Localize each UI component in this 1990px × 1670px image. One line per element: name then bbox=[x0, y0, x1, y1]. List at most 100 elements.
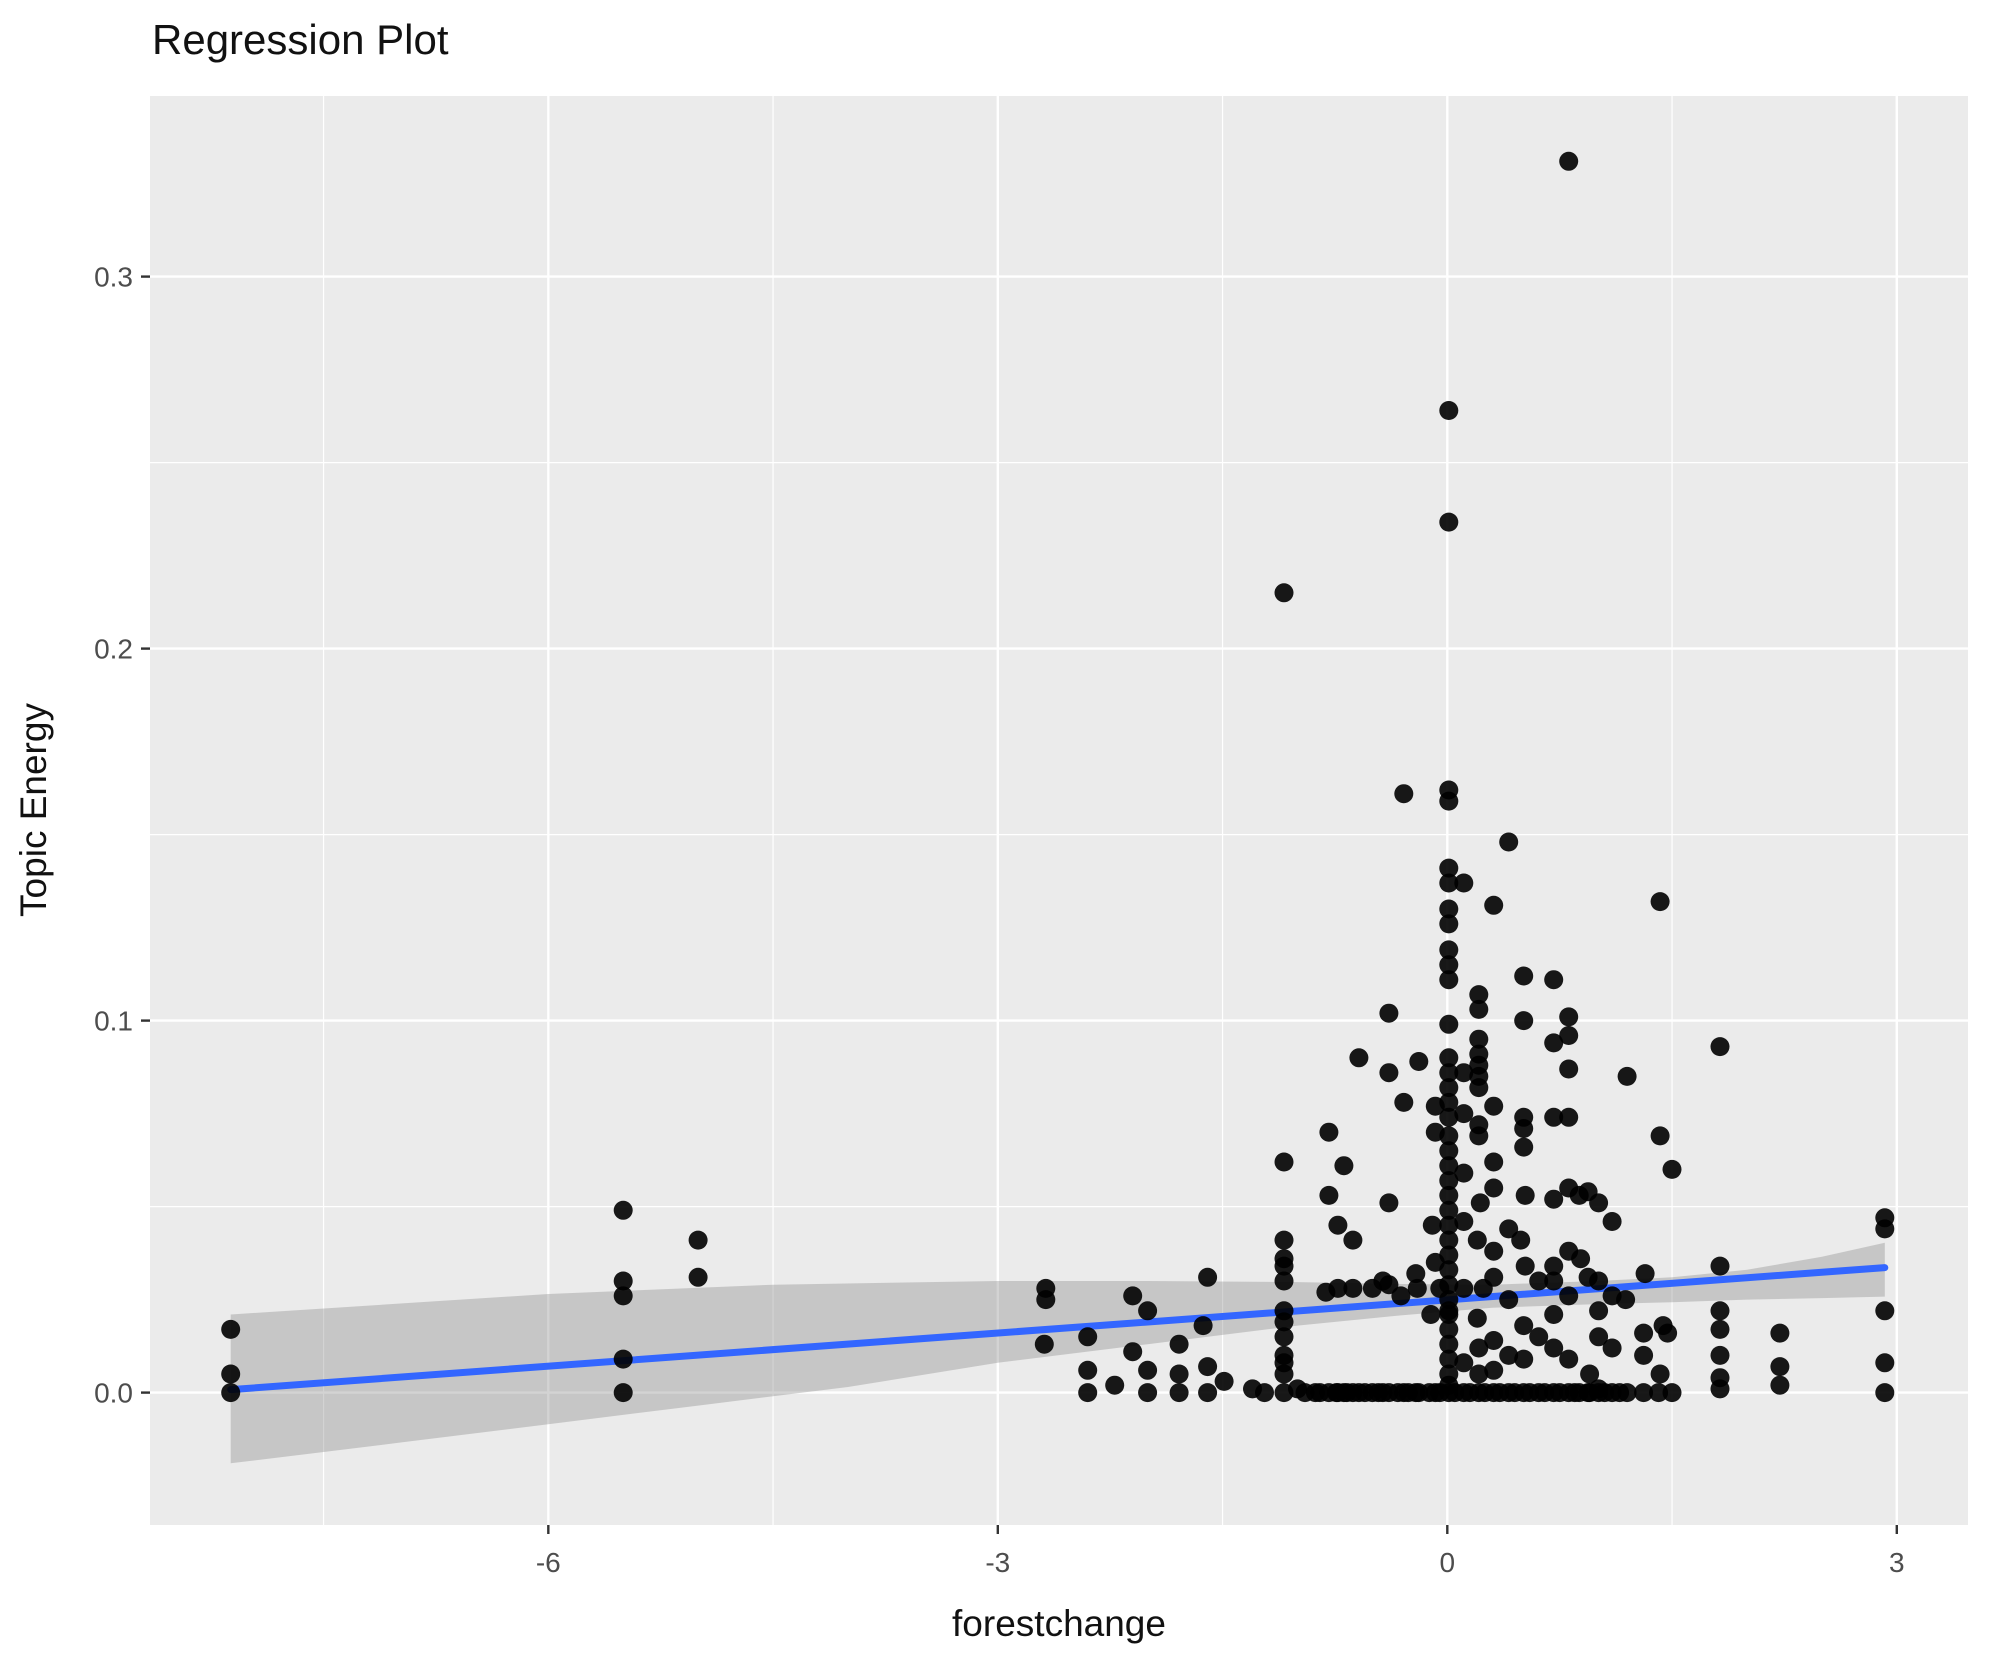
x-tick-label: 3 bbox=[1889, 1547, 1905, 1578]
scatter-point bbox=[1469, 1126, 1489, 1146]
scatter-point bbox=[1362, 1278, 1382, 1298]
scatter-point bbox=[1169, 1334, 1189, 1354]
scatter-point bbox=[613, 1383, 633, 1403]
y-tick-label: 0.1 bbox=[94, 1006, 133, 1037]
scatter-point bbox=[221, 1319, 241, 1339]
scatter-point bbox=[1274, 1312, 1294, 1332]
scatter-point bbox=[1875, 1383, 1895, 1403]
scatter-point bbox=[1454, 1278, 1474, 1298]
x-tick-label: -3 bbox=[985, 1547, 1010, 1578]
scatter-point bbox=[1255, 1383, 1274, 1403]
x-tick-label: -6 bbox=[536, 1547, 561, 1578]
scatter-point bbox=[1274, 1383, 1294, 1403]
scatter-point bbox=[1394, 784, 1414, 804]
scatter-point bbox=[1484, 1360, 1504, 1380]
scatter-point bbox=[1439, 1334, 1459, 1354]
scatter-point bbox=[688, 1267, 708, 1287]
scatter-point bbox=[1439, 1185, 1459, 1205]
scatter-point bbox=[613, 1286, 633, 1306]
scatter-point bbox=[1409, 1052, 1429, 1071]
scatter-point bbox=[1274, 1271, 1294, 1291]
x-tick-label: 0 bbox=[1440, 1547, 1456, 1578]
scatter-point bbox=[1078, 1360, 1098, 1380]
scatter-point bbox=[1710, 1319, 1730, 1339]
scatter-point bbox=[1454, 1104, 1474, 1124]
scatter-point bbox=[1514, 1011, 1534, 1031]
scatter-point bbox=[1078, 1383, 1098, 1403]
scatter-point bbox=[1078, 1327, 1098, 1347]
scatter-point bbox=[1514, 966, 1534, 986]
scatter-point bbox=[1439, 1200, 1459, 1220]
scatter-point bbox=[1649, 1383, 1669, 1403]
scatter-point bbox=[1469, 1078, 1489, 1098]
scatter-point bbox=[1105, 1375, 1125, 1395]
scatter-point bbox=[1770, 1357, 1790, 1377]
scatter-point bbox=[1439, 1048, 1459, 1068]
scatter-point bbox=[1349, 1048, 1369, 1068]
scatter-point bbox=[221, 1364, 241, 1384]
scatter-point bbox=[1169, 1364, 1189, 1384]
x-axis-title: forestchange bbox=[952, 1603, 1166, 1644]
scatter-point bbox=[1379, 1193, 1399, 1213]
scatter-point bbox=[1379, 1063, 1399, 1083]
scatter-point bbox=[1634, 1383, 1654, 1403]
scatter-point bbox=[1544, 970, 1564, 990]
scatter-point bbox=[1439, 1319, 1459, 1339]
scatter-point bbox=[1710, 1301, 1730, 1321]
scatter-point bbox=[1138, 1383, 1158, 1403]
scatter-point bbox=[1319, 1122, 1339, 1142]
scatter-point bbox=[1454, 873, 1474, 893]
scatter-point bbox=[1559, 1026, 1579, 1045]
scatter-point bbox=[1469, 999, 1489, 1019]
scatter-point bbox=[1484, 895, 1504, 915]
scatter-point bbox=[1316, 1282, 1336, 1302]
scatter-point bbox=[1138, 1301, 1158, 1321]
scatter-point bbox=[1875, 1353, 1895, 1373]
scatter-point bbox=[613, 1200, 633, 1220]
scatter-point bbox=[1634, 1345, 1654, 1365]
y-tick-label: 0.3 bbox=[94, 262, 133, 293]
scatter-point bbox=[1710, 1379, 1730, 1399]
scatter-point bbox=[1391, 1286, 1411, 1306]
scatter-point bbox=[1770, 1323, 1790, 1343]
scatter-point bbox=[1515, 1256, 1535, 1276]
scatter-point bbox=[1439, 1349, 1459, 1369]
scatter-point bbox=[1559, 151, 1579, 171]
scatter-point bbox=[1484, 1096, 1504, 1116]
scatter-point bbox=[1544, 1338, 1564, 1358]
scatter-point bbox=[1617, 1066, 1637, 1086]
scatter-point bbox=[1274, 1364, 1294, 1384]
scatter-point bbox=[1274, 583, 1294, 603]
scatter-point bbox=[1328, 1215, 1348, 1235]
y-tick-label: 0.2 bbox=[94, 634, 133, 665]
scatter-point bbox=[1515, 1185, 1535, 1205]
scatter-point bbox=[1454, 1063, 1474, 1083]
scatter-point bbox=[1425, 1096, 1445, 1116]
scatter-point bbox=[613, 1271, 633, 1291]
scatter-point bbox=[1514, 1349, 1534, 1369]
scatter-point bbox=[1650, 1364, 1670, 1384]
scatter-point bbox=[1710, 1256, 1730, 1276]
scatter-point bbox=[1499, 1290, 1519, 1310]
scatter-point bbox=[1439, 1156, 1459, 1176]
scatter-point bbox=[1439, 899, 1459, 919]
scatter-point bbox=[1274, 1152, 1294, 1172]
scatter-point bbox=[613, 1349, 633, 1369]
scatter-point bbox=[1710, 1345, 1730, 1365]
scatter-point bbox=[1469, 985, 1489, 1005]
scatter-point bbox=[1544, 1033, 1564, 1053]
scatter-point bbox=[1499, 1345, 1519, 1365]
scatter-point bbox=[1379, 1003, 1399, 1023]
scatter-point bbox=[1439, 955, 1459, 975]
scatter-point bbox=[1616, 1290, 1636, 1310]
scatter-point bbox=[1469, 1029, 1489, 1049]
scatter-point bbox=[1319, 1185, 1339, 1205]
scatter-point bbox=[1602, 1212, 1622, 1231]
scatter-point bbox=[1514, 1137, 1534, 1157]
scatter-point bbox=[1439, 1230, 1459, 1250]
scatter-point bbox=[1198, 1383, 1218, 1403]
scatter-point bbox=[1439, 1063, 1459, 1083]
scatter-point bbox=[1343, 1278, 1363, 1298]
scatter-point bbox=[1559, 1286, 1579, 1306]
